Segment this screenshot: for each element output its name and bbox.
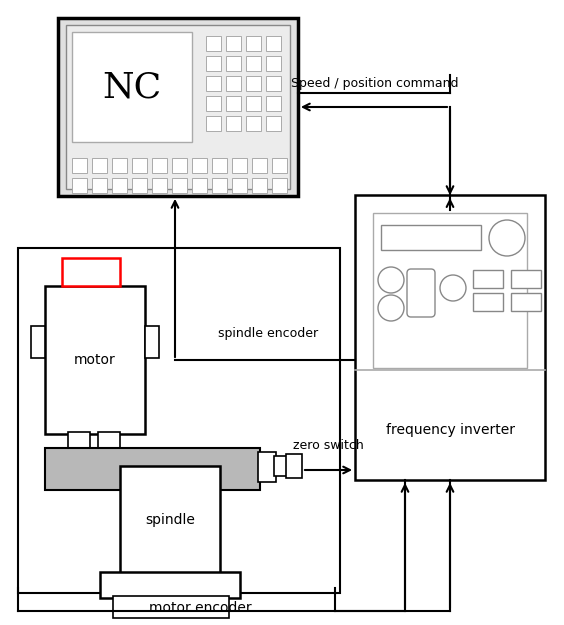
Bar — [266, 116, 281, 131]
Bar — [246, 76, 261, 91]
Bar — [266, 36, 281, 51]
Bar — [226, 56, 241, 71]
Bar — [45, 286, 145, 434]
Bar — [45, 448, 260, 490]
Bar — [92, 178, 107, 193]
Bar — [246, 36, 261, 51]
Bar — [212, 178, 227, 193]
Bar — [266, 56, 281, 71]
Bar — [112, 158, 127, 173]
Bar — [192, 158, 207, 173]
Bar — [473, 293, 503, 311]
Circle shape — [378, 267, 404, 293]
Bar — [226, 76, 241, 91]
Text: motor: motor — [74, 353, 116, 367]
Bar — [232, 178, 247, 193]
Bar — [120, 466, 220, 574]
Bar — [511, 293, 541, 311]
Text: motor encoder: motor encoder — [149, 601, 252, 615]
Bar — [266, 76, 281, 91]
Bar — [473, 270, 503, 288]
Bar — [252, 178, 267, 193]
Bar — [206, 56, 221, 71]
Bar — [373, 213, 527, 368]
Bar — [145, 326, 159, 358]
Bar — [246, 96, 261, 111]
Bar — [58, 18, 298, 196]
Bar — [246, 116, 261, 131]
Bar — [68, 432, 90, 450]
Bar — [232, 158, 247, 173]
Bar — [206, 116, 221, 131]
Text: spindle: spindle — [145, 513, 195, 527]
Bar — [226, 36, 241, 51]
Circle shape — [489, 220, 525, 256]
Bar — [31, 326, 45, 358]
Bar — [206, 76, 221, 91]
Bar — [192, 178, 207, 193]
Bar — [212, 158, 227, 173]
Bar — [152, 158, 167, 173]
Text: spindle encoder: spindle encoder — [218, 327, 318, 340]
Text: zero switch: zero switch — [293, 439, 363, 452]
Bar — [511, 270, 541, 288]
Bar — [258, 452, 276, 482]
Bar — [132, 158, 147, 173]
Bar — [246, 56, 261, 71]
Bar — [112, 178, 127, 193]
Bar — [274, 456, 288, 476]
Text: Speed / position command: Speed / position command — [291, 77, 459, 90]
Bar — [132, 178, 147, 193]
Bar — [355, 195, 545, 480]
Bar — [92, 158, 107, 173]
Bar — [226, 96, 241, 111]
Bar — [286, 454, 302, 478]
Text: NC: NC — [103, 70, 162, 104]
Bar — [72, 158, 87, 173]
Bar — [172, 178, 187, 193]
Circle shape — [440, 275, 466, 301]
Bar — [272, 158, 287, 173]
Bar — [172, 158, 187, 173]
Bar — [72, 32, 192, 142]
Circle shape — [378, 295, 404, 321]
Bar — [266, 96, 281, 111]
FancyBboxPatch shape — [407, 269, 435, 317]
Bar — [72, 178, 87, 193]
Bar — [272, 178, 287, 193]
Text: frequency inverter: frequency inverter — [386, 423, 514, 437]
Bar — [381, 225, 481, 250]
Bar — [66, 25, 290, 189]
Bar — [206, 36, 221, 51]
Bar — [206, 96, 221, 111]
Bar — [100, 572, 240, 598]
Bar — [113, 596, 229, 618]
Bar — [252, 158, 267, 173]
Bar — [62, 258, 120, 286]
Bar — [18, 248, 340, 593]
Bar — [152, 178, 167, 193]
Bar — [98, 432, 120, 450]
Bar — [226, 116, 241, 131]
